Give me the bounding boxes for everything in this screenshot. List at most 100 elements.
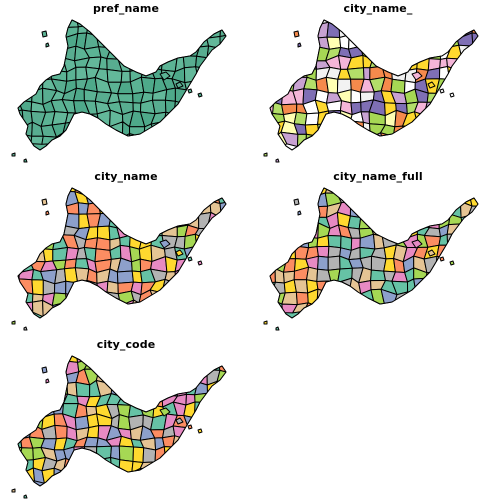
municipality-region <box>435 271 452 284</box>
municipality-region <box>141 369 157 386</box>
municipality-region <box>139 468 156 483</box>
municipality-region <box>445 20 463 26</box>
municipality-region <box>291 188 308 191</box>
municipality-region <box>195 76 209 94</box>
municipality-region <box>105 190 122 205</box>
island <box>439 88 445 94</box>
municipality-region <box>470 289 478 304</box>
municipality-region <box>182 356 200 363</box>
municipality-region <box>219 88 226 104</box>
municipality-region <box>471 58 478 69</box>
municipality-region <box>381 213 397 229</box>
municipality-region <box>161 380 178 397</box>
municipality-region <box>43 380 54 396</box>
municipality-region <box>18 20 21 28</box>
municipality-region <box>369 43 385 60</box>
municipality-region <box>446 23 463 40</box>
municipality-region <box>468 188 478 194</box>
municipality-region <box>393 204 407 215</box>
municipality-region <box>18 269 34 281</box>
municipality-region <box>457 188 470 194</box>
municipality-region <box>18 256 25 274</box>
municipality-region <box>162 120 176 138</box>
municipality-region <box>338 301 353 318</box>
municipality-region <box>215 449 226 464</box>
municipality-region <box>18 43 19 60</box>
municipality-region <box>381 55 394 71</box>
municipality-region <box>62 120 79 134</box>
municipality-region <box>270 257 276 270</box>
municipality-region <box>216 379 226 397</box>
municipality-region <box>117 45 134 61</box>
municipality-region <box>30 394 45 407</box>
municipality-region <box>446 124 464 133</box>
municipality-region <box>83 358 100 370</box>
municipality-region <box>18 233 25 251</box>
municipality-region <box>472 237 478 251</box>
municipality-region <box>281 66 296 80</box>
municipality-region <box>436 131 452 150</box>
municipality-region <box>172 356 185 361</box>
municipality-region <box>436 110 452 128</box>
municipality-region <box>206 57 221 71</box>
facet-city-code: city_code <box>0 336 252 504</box>
municipality-region <box>358 20 371 28</box>
municipality-region <box>128 20 142 28</box>
municipality-region <box>205 434 222 451</box>
municipality-region <box>205 279 218 294</box>
municipality-region <box>62 132 78 147</box>
municipality-region <box>271 56 288 72</box>
facet-title: city_code <box>96 338 156 351</box>
municipality-region <box>304 112 320 126</box>
municipality-region <box>175 188 189 195</box>
municipality-region <box>33 202 43 218</box>
municipality-region <box>413 277 427 292</box>
municipality-region <box>382 20 396 28</box>
municipality-region <box>306 189 319 208</box>
municipality-region <box>18 457 23 474</box>
municipality-region <box>458 302 474 314</box>
island <box>159 239 171 249</box>
municipality-region <box>219 412 226 430</box>
municipality-region <box>18 370 24 384</box>
municipality-region <box>182 290 199 306</box>
municipality-region <box>193 188 210 193</box>
municipality-region <box>270 292 277 302</box>
municipality-region <box>130 191 145 206</box>
municipality-region <box>205 257 222 272</box>
municipality-region <box>425 126 441 136</box>
municipality-region <box>151 357 167 373</box>
municipality-region <box>438 200 451 215</box>
municipality-region <box>152 188 166 196</box>
municipality-region <box>218 77 226 93</box>
municipality-region <box>414 300 430 317</box>
municipality-region <box>18 88 22 102</box>
municipality-region <box>86 20 99 29</box>
municipality-region <box>304 24 318 39</box>
municipality-region <box>425 33 441 49</box>
municipality-region <box>65 280 79 296</box>
municipality-region <box>445 188 460 196</box>
municipality-region <box>183 278 199 293</box>
municipality-region <box>458 44 474 60</box>
municipality-region <box>161 211 178 228</box>
municipality-region <box>447 244 464 260</box>
municipality-region <box>186 468 200 483</box>
municipality-region <box>130 188 145 197</box>
municipality-region <box>347 215 362 230</box>
municipality-region <box>280 224 298 238</box>
municipality-region <box>197 468 209 483</box>
municipality-region <box>348 34 361 50</box>
island <box>45 210 50 216</box>
municipality-region <box>370 269 386 282</box>
municipality-region <box>461 122 473 138</box>
municipality-region <box>369 26 386 36</box>
municipality-region <box>436 289 450 306</box>
municipality-region <box>163 20 173 29</box>
island <box>187 88 193 94</box>
municipality-region <box>130 200 143 218</box>
municipality-region <box>379 200 396 216</box>
municipality-region <box>121 203 135 218</box>
municipality-region <box>151 211 164 227</box>
municipality-region <box>273 301 284 318</box>
